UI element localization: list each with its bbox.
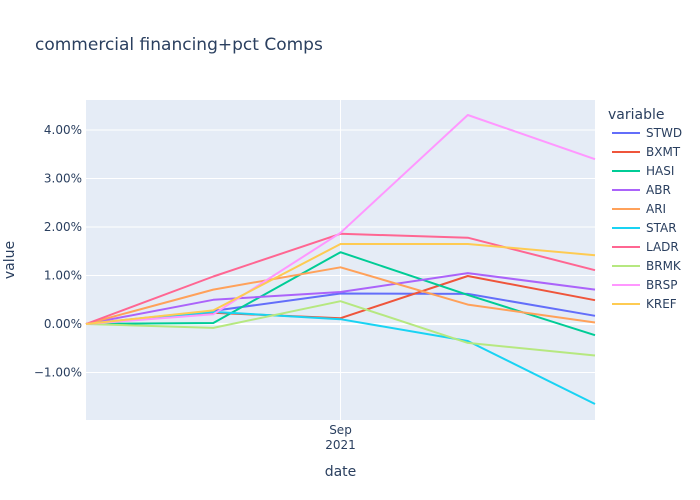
- legend-item-hasi: HASI: [646, 164, 674, 178]
- legend-item-stwd: STWD: [646, 126, 682, 140]
- legend-item-brmk: BRMK: [646, 259, 682, 273]
- y-tick-label: −1.00%: [34, 365, 82, 379]
- legend-item-star: STAR: [646, 221, 677, 235]
- x-tick-label: Sep: [329, 423, 352, 437]
- legend-item-bxmt: BXMT: [646, 145, 681, 159]
- legend-title: variable: [608, 107, 664, 123]
- y-tick-label: 4.00%: [44, 123, 82, 137]
- y-tick-label: 1.00%: [44, 269, 82, 283]
- x-tick-label: 2021: [325, 438, 356, 452]
- y-axis-title: value: [2, 241, 18, 279]
- legend-item-ladr: LADR: [646, 240, 679, 254]
- legend-item-abr: ABR: [646, 183, 671, 197]
- legend: variable STWD BXMT HASI ABR ARI STAR LADR BRMK B…: [608, 107, 682, 311]
- legend-item-ari: ARI: [646, 202, 666, 216]
- y-tick-label: 0.00%: [44, 317, 82, 331]
- y-axis-ticks: −1.00% 0.00% 1.00% 2.00% 3.00% 4.00%: [34, 123, 82, 379]
- series-line-kref: [85, 243, 596, 325]
- chart-title: commercial financing+pct Comps: [35, 35, 323, 55]
- y-tick-label: 3.00%: [44, 172, 82, 186]
- series-lines: [85, 114, 596, 405]
- series-line-hasi: [85, 251, 596, 337]
- y-tick-label: 2.00%: [44, 220, 82, 234]
- legend-item-kref: KREF: [646, 297, 677, 311]
- series-line-brmk: [85, 300, 596, 357]
- series-line-ari: [85, 266, 596, 325]
- series-line-abr: [85, 272, 596, 325]
- legend-item-brsp: BRSP: [646, 278, 677, 292]
- series-line-brsp: [85, 114, 596, 325]
- x-axis-title: date: [325, 464, 357, 480]
